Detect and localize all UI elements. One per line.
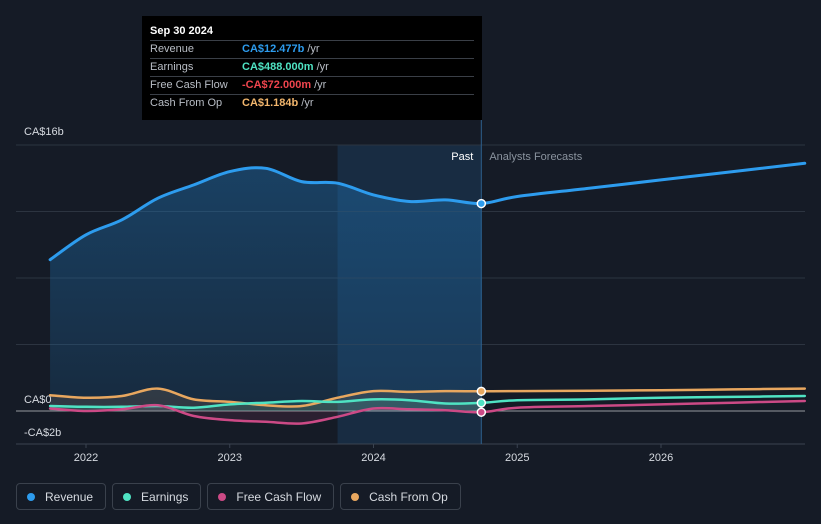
free-cash-flow-line — [48, 399, 807, 425]
tooltip-unit: /yr — [307, 43, 320, 55]
tooltip-value: CA$12.477b — [242, 43, 305, 55]
tooltip-unit: /yr — [314, 79, 327, 91]
tooltip-value: -CA$72.000m — [242, 79, 312, 91]
legend: Revenue Earnings Free Cash Flow Cash Fro… — [16, 483, 461, 510]
y-tick-label: CA$0 — [24, 394, 52, 406]
cash-from-op-marker — [476, 386, 487, 397]
legend-dot-icon — [218, 492, 227, 501]
legend-label: Earnings — [141, 489, 189, 504]
x-tick-label: 2024 — [361, 452, 385, 464]
tooltip-row-cash-from-op: Cash From Op CA$1.184b /yr — [150, 94, 474, 112]
free-cash-flow-marker — [476, 407, 487, 417]
x-tick-label: 2026 — [649, 452, 673, 464]
tooltip-unit: /yr — [316, 61, 329, 73]
revenue-marker — [476, 198, 487, 209]
revenue-line — [48, 161, 807, 262]
x-tick-label: 2023 — [218, 452, 242, 464]
legend-item-revenue[interactable]: Revenue — [16, 483, 107, 510]
forecast-label: Analysts Forecasts — [489, 151, 582, 163]
y-tick-label: -CA$2b — [24, 427, 61, 439]
legend-label: Cash From Op — [369, 489, 448, 504]
tooltip-row-revenue: Revenue CA$12.477b /yr — [150, 40, 474, 58]
tooltip-date: Sep 30 2024 — [150, 25, 213, 37]
tooltip-value: CA$1.184b — [242, 97, 299, 109]
legend-dot-icon — [27, 492, 35, 501]
tooltip-value: CA$488.000m — [242, 61, 314, 73]
tooltip-label: Revenue — [150, 43, 195, 55]
tooltip-label: Free Cash Flow — [150, 79, 228, 91]
y-tick-label: CA$16b — [24, 126, 64, 138]
legend-item-free-cash-flow[interactable]: Free Cash Flow — [207, 483, 335, 510]
x-tick-label: 2025 — [505, 452, 529, 464]
past-label: Past — [451, 151, 473, 163]
legend-item-earnings[interactable]: Earnings — [112, 483, 202, 510]
legend-label: Free Cash Flow — [236, 489, 322, 504]
x-tick-label: 2022 — [74, 452, 98, 464]
legend-label: Revenue — [45, 489, 94, 504]
tooltip-row-earnings: Earnings CA$488.000m /yr — [150, 58, 474, 76]
revenue-area — [50, 167, 482, 411]
legend-dot-icon — [123, 492, 132, 501]
tooltip-unit: /yr — [301, 97, 314, 109]
cash-from-op-line — [48, 387, 807, 408]
tooltip-label: Earnings — [150, 61, 194, 73]
legend-dot-icon — [351, 492, 360, 501]
earnings-marker — [476, 398, 487, 408]
tooltip: Sep 30 2024 Revenue CA$12.477b /yr Earni… — [142, 16, 482, 120]
tooltip-label: Cash From Op — [150, 97, 223, 109]
tooltip-row-free-cash-flow: Free Cash Flow -CA$72.000m /yr — [150, 76, 474, 94]
legend-item-cash-from-op[interactable]: Cash From Op — [340, 483, 461, 510]
